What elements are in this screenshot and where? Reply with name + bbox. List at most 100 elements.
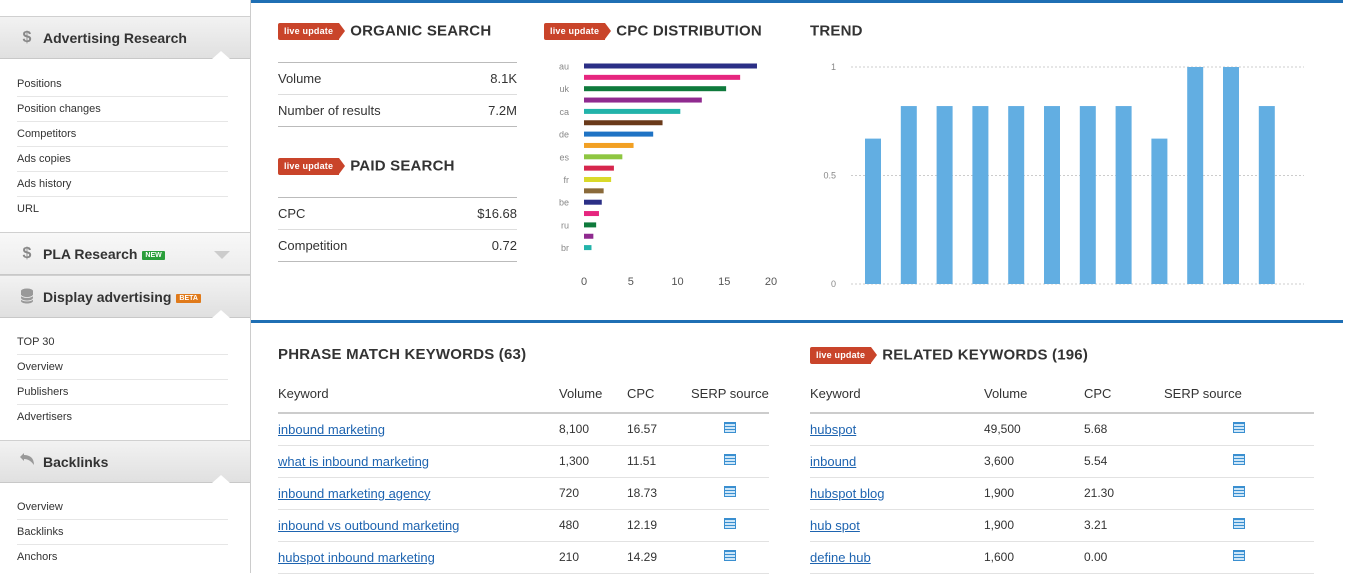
col-keyword[interactable]: Keyword xyxy=(278,374,559,414)
keyword-link[interactable]: inbound xyxy=(810,453,857,469)
menu-item-ads-copies[interactable]: Ads copies xyxy=(17,147,228,172)
trend-bar[interactable] xyxy=(1115,106,1132,284)
serp-source-icon[interactable] xyxy=(724,550,736,561)
menu-item-publishers[interactable]: Publishers xyxy=(17,380,228,405)
live-update-badge: live update xyxy=(544,22,612,40)
trend-chart: 00.51 xyxy=(823,62,1304,289)
serp-source-icon[interactable] xyxy=(1233,486,1245,497)
related-keywords-rows: hubspot 49,500 5.68 inbound 3,600 5.54 hubspot… xyxy=(810,413,1314,574)
menu-item-positions[interactable]: Positions xyxy=(17,72,228,97)
section-display-advertising[interactable]: Display advertising BETA xyxy=(0,275,250,318)
y-tick-label: 0 xyxy=(831,279,836,289)
keyword-link[interactable]: hubspot inbound marketing xyxy=(278,549,435,565)
cpc-bar xyxy=(584,86,727,92)
col-serp-source: SERP source xyxy=(1164,374,1314,414)
cpc-bar xyxy=(584,199,602,205)
col-cpc[interactable]: CPC xyxy=(627,374,691,414)
backlinks-menu: Overview Backlinks Anchors xyxy=(17,495,228,570)
cpc-bar xyxy=(584,142,634,148)
menu-item-backlinks[interactable]: Backlinks xyxy=(17,520,228,545)
section-title: Advertising Research xyxy=(43,30,187,46)
keyword-link[interactable]: what is inbound marketing xyxy=(278,453,430,469)
section-title: PLA Research xyxy=(43,246,138,262)
keyword-link[interactable]: hubspot xyxy=(810,421,857,437)
trend-bar[interactable] xyxy=(865,138,881,284)
new-badge: NEW xyxy=(142,250,165,260)
cpc-bar xyxy=(584,177,612,182)
trend-bar[interactable] xyxy=(972,106,989,284)
section-pla-research[interactable]: $ PLA Research NEW xyxy=(0,232,250,275)
country-label: au xyxy=(559,62,569,72)
col-keyword[interactable]: Keyword xyxy=(810,374,984,414)
trend-bar[interactable] xyxy=(1008,106,1025,284)
col-volume[interactable]: Volume xyxy=(984,374,1084,414)
trend-bar[interactable] xyxy=(936,106,953,284)
trend-bar[interactable] xyxy=(1079,106,1096,284)
serp-source-icon[interactable] xyxy=(724,486,736,497)
col-volume[interactable]: Volume xyxy=(559,374,627,414)
serp-source-icon[interactable] xyxy=(1233,422,1245,434)
volume-cell: 1,900 xyxy=(984,509,1084,542)
phrase-match-rows: inbound marketing 8,100 16.57 what is inbou… xyxy=(278,413,769,574)
section-advertising-research[interactable]: $ Advertising Research xyxy=(0,16,250,59)
beta-badge: BETA xyxy=(176,293,201,303)
section-title: Backlinks xyxy=(43,454,109,470)
chevron-down-icon[interactable] xyxy=(214,251,230,259)
paid-search-heading: live update PAID SEARCH xyxy=(278,157,455,175)
value: 7.2M xyxy=(488,103,517,118)
active-notch xyxy=(212,475,230,483)
keyword-link[interactable]: inbound marketing xyxy=(278,421,385,437)
serp-source-icon[interactable] xyxy=(724,518,736,529)
menu-item-ads-history[interactable]: Ads history xyxy=(17,172,228,197)
cpc-cell: 12.19 xyxy=(627,509,691,542)
menu-item-position-changes[interactable]: Position changes xyxy=(17,97,228,122)
serp-source-icon[interactable] xyxy=(1233,454,1245,465)
menu-item-url[interactable]: URL xyxy=(17,203,40,215)
trend-bar[interactable] xyxy=(900,106,917,284)
serp-source-icon[interactable] xyxy=(724,454,736,465)
trend-bar[interactable] xyxy=(1151,138,1168,284)
cpc-bar xyxy=(584,97,702,103)
keyword-link[interactable]: hubspot blog xyxy=(810,485,885,501)
label: Competition xyxy=(278,238,348,253)
serp-source-icon[interactable] xyxy=(1233,550,1245,561)
table-row: hubspot blog 1,900 21.30 xyxy=(810,477,1314,510)
keyword-link[interactable]: inbound vs outbound marketing xyxy=(278,517,460,533)
trend-bar[interactable] xyxy=(1044,106,1060,284)
paid-search-table: CPC $16.68 Competition 0.72 xyxy=(278,197,517,262)
country-label: de xyxy=(559,130,569,140)
label: CPC xyxy=(278,206,306,221)
section-title: Display advertising xyxy=(43,289,172,305)
volume-cell: 8,100 xyxy=(559,413,627,446)
keyword-link[interactable]: hub spot xyxy=(810,517,860,533)
menu-item-anchors[interactable]: Anchors xyxy=(17,551,58,563)
menu-item-overview[interactable]: Overview xyxy=(17,355,228,380)
trend-bar[interactable] xyxy=(1258,106,1275,284)
trend-bar[interactable] xyxy=(1187,67,1204,284)
value: $16.68 xyxy=(477,206,517,221)
volume-cell: 1,600 xyxy=(984,541,1084,574)
menu-item-advertisers[interactable]: Advertisers xyxy=(17,411,73,423)
organic-search-title: ORGANIC SEARCH xyxy=(350,22,492,40)
related-keywords-heading: live update RELATED KEYWORDS (196) xyxy=(810,346,1088,364)
label: Number of results xyxy=(278,103,381,118)
section-backlinks[interactable]: Backlinks xyxy=(0,440,250,483)
col-serp-source: SERP source xyxy=(691,374,769,414)
cpc-bar xyxy=(584,120,663,126)
related-keywords-table: Keyword Volume CPC SERP source hubspot 49… xyxy=(810,374,1314,574)
keyword-link[interactable]: define hub xyxy=(810,549,871,565)
trend-bar[interactable] xyxy=(1223,67,1239,284)
menu-item-competitors[interactable]: Competitors xyxy=(17,122,228,147)
serp-source-icon[interactable] xyxy=(1233,518,1245,529)
serp-source-icon[interactable] xyxy=(724,422,736,434)
value: 0.72 xyxy=(491,238,517,253)
cpc-cell: 14.29 xyxy=(627,541,691,574)
cpc-bar xyxy=(584,63,757,69)
live-update-badge: live update xyxy=(278,157,346,175)
menu-item-overview[interactable]: Overview xyxy=(17,495,228,520)
live-update-badge: live update xyxy=(278,22,346,40)
country-label: be xyxy=(559,198,569,208)
col-cpc[interactable]: CPC xyxy=(1084,374,1164,414)
keyword-link[interactable]: inbound marketing agency xyxy=(278,485,431,501)
menu-item-top-30[interactable]: TOP 30 xyxy=(17,330,228,355)
